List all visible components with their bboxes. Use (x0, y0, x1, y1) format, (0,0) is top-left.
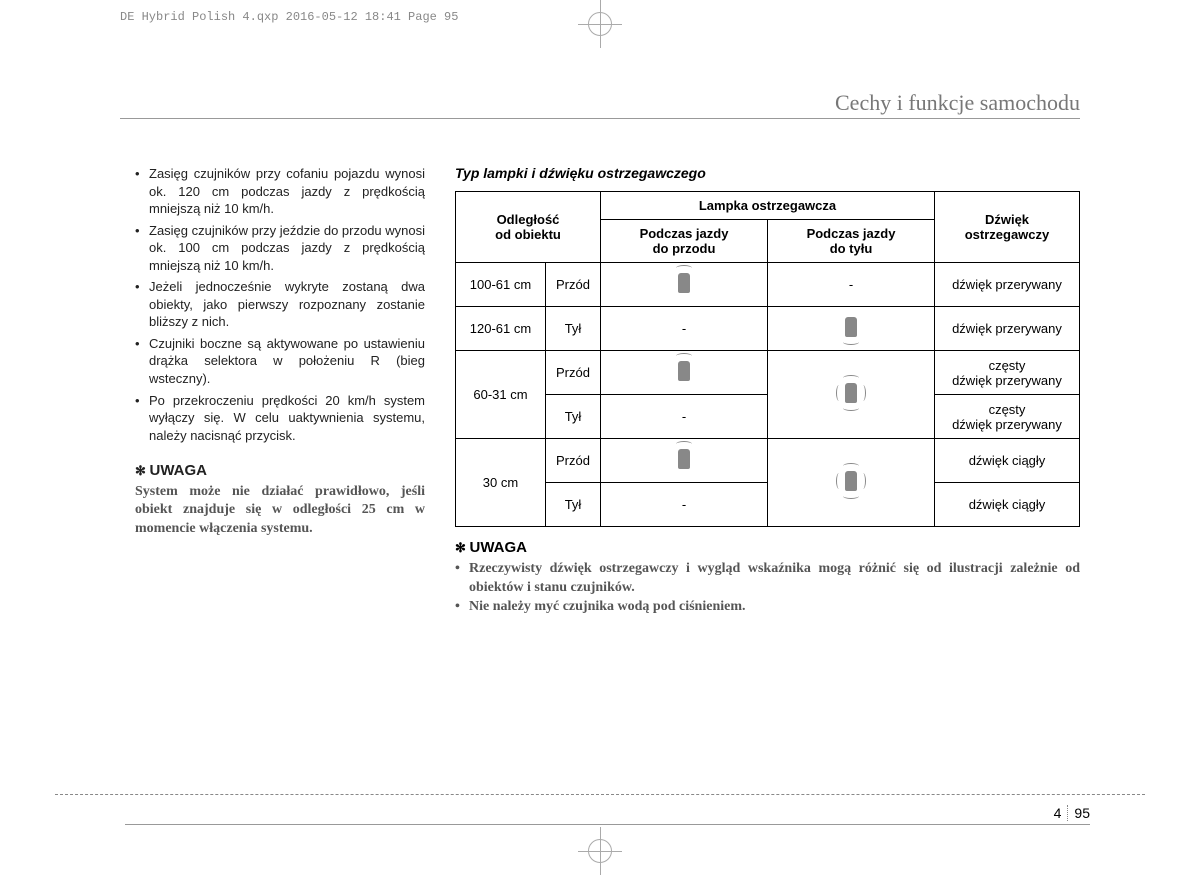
cell-direction: Tył (546, 395, 601, 439)
bullet-item: Po przekroczeniu prędkości 20 km/h syste… (135, 392, 425, 445)
cell-rev-icon (768, 439, 935, 527)
cell-direction: Przód (546, 263, 601, 307)
car-front-wave-icon (678, 273, 690, 293)
sensor-warning-table: Odległość od obiektu Lampka ostrzegawcza… (455, 191, 1080, 527)
cell-fwd-icon (601, 439, 768, 483)
right-column: Typ lampki i dźwięku ostrzegawczego Odle… (455, 165, 1080, 617)
cell-distance: 120-61 cm (456, 307, 546, 351)
note-label: UWAGA (150, 462, 208, 479)
th-reverse: Podczas jazdy do tyłu (768, 220, 935, 263)
note2-heading: ✻ UWAGA (455, 539, 1080, 556)
cell-fwd-icon: - (601, 483, 768, 527)
cell-distance: 60-31 cm (456, 351, 546, 439)
print-meta-header: DE Hybrid Polish 4.qxp 2016-05-12 18:41 … (120, 10, 458, 24)
bullet-item: Zasięg czujników przy cofaniu pojazdu wy… (135, 165, 425, 218)
cell-direction: Tył (546, 307, 601, 351)
cell-rev-icon (768, 307, 935, 351)
crop-mark-top (570, 0, 630, 48)
cell-fwd-icon (601, 351, 768, 395)
table-row: 120-61 cm Tył - dźwięk przerywany (456, 307, 1080, 351)
bullet-item: Zasięg czujników przy jeździe do przodu … (135, 222, 425, 275)
footer-rule (125, 824, 1090, 825)
cell-direction: Przód (546, 439, 601, 483)
table-row: 30 cm Przód dźwięk ciągły (456, 439, 1080, 483)
car-front-wave-icon (678, 361, 690, 381)
th-lamp: Lampka ostrzegawcza (601, 192, 935, 220)
table-row: 60-31 cm Przód częsty dźwięk przerywany (456, 351, 1080, 395)
cell-direction: Tył (546, 483, 601, 527)
table-caption: Typ lampki i dźwięku ostrzegawczego (455, 165, 1080, 181)
cell-sound: częsty dźwięk przerywany (935, 351, 1080, 395)
th-sound: Dźwięk ostrzegawczy (935, 192, 1080, 263)
footer-page-number: 95 (1074, 805, 1090, 821)
page-footer: 4 95 (1054, 805, 1090, 821)
cell-fwd-icon (601, 263, 768, 307)
note-body: System może nie działać prawidłowo, jeśl… (135, 483, 425, 538)
cell-fwd-icon: - (601, 395, 768, 439)
th-distance: Odległość od obiektu (456, 192, 601, 263)
cell-sound: dźwięk ciągły (935, 483, 1080, 527)
cell-distance: 30 cm (456, 439, 546, 527)
cell-rev-icon: - (768, 263, 935, 307)
table-row: 100-61 cm Przód - dźwięk przerywany (456, 263, 1080, 307)
cell-sound: dźwięk przerywany (935, 307, 1080, 351)
crop-mark-bottom (570, 827, 630, 875)
cell-rev-icon (768, 351, 935, 439)
bullet-item: Czujniki boczne są aktywowane po ustawie… (135, 335, 425, 388)
footer-section-number: 4 (1054, 805, 1069, 821)
footer-dashed-rule (55, 794, 1145, 795)
cell-direction: Przód (546, 351, 601, 395)
note-label: UWAGA (470, 539, 528, 556)
note2-list: Rzeczywisty dźwięk ostrzegawczy i wygląd… (455, 560, 1080, 617)
cell-distance: 100-61 cm (456, 263, 546, 307)
note2-item: Rzeczywisty dźwięk ostrzegawczy i wygląd… (455, 560, 1080, 598)
car-rear-wave-icon (845, 317, 857, 337)
th-forward: Podczas jazdy do przodu (601, 220, 768, 263)
feature-bullet-list: Zasięg czujników przy cofaniu pojazdu wy… (135, 165, 425, 444)
title-underline (120, 118, 1080, 119)
note-heading: ✻ UWAGA (135, 462, 425, 479)
note2-item: Nie należy myć czujnika wodą pod ciśnien… (455, 598, 1080, 617)
bullet-item: Jeżeli jednocześnie wykryte zostaną dwa … (135, 278, 425, 331)
left-column: Zasięg czujników przy cofaniu pojazdu wy… (135, 165, 425, 617)
cell-sound: dźwięk ciągły (935, 439, 1080, 483)
car-front-wave-icon (678, 449, 690, 469)
page-section-title: Cechy i funkcje samochodu (835, 90, 1080, 116)
cell-sound: częsty dźwięk przerywany (935, 395, 1080, 439)
cell-sound: dźwięk przerywany (935, 263, 1080, 307)
cell-fwd-icon: - (601, 307, 768, 351)
